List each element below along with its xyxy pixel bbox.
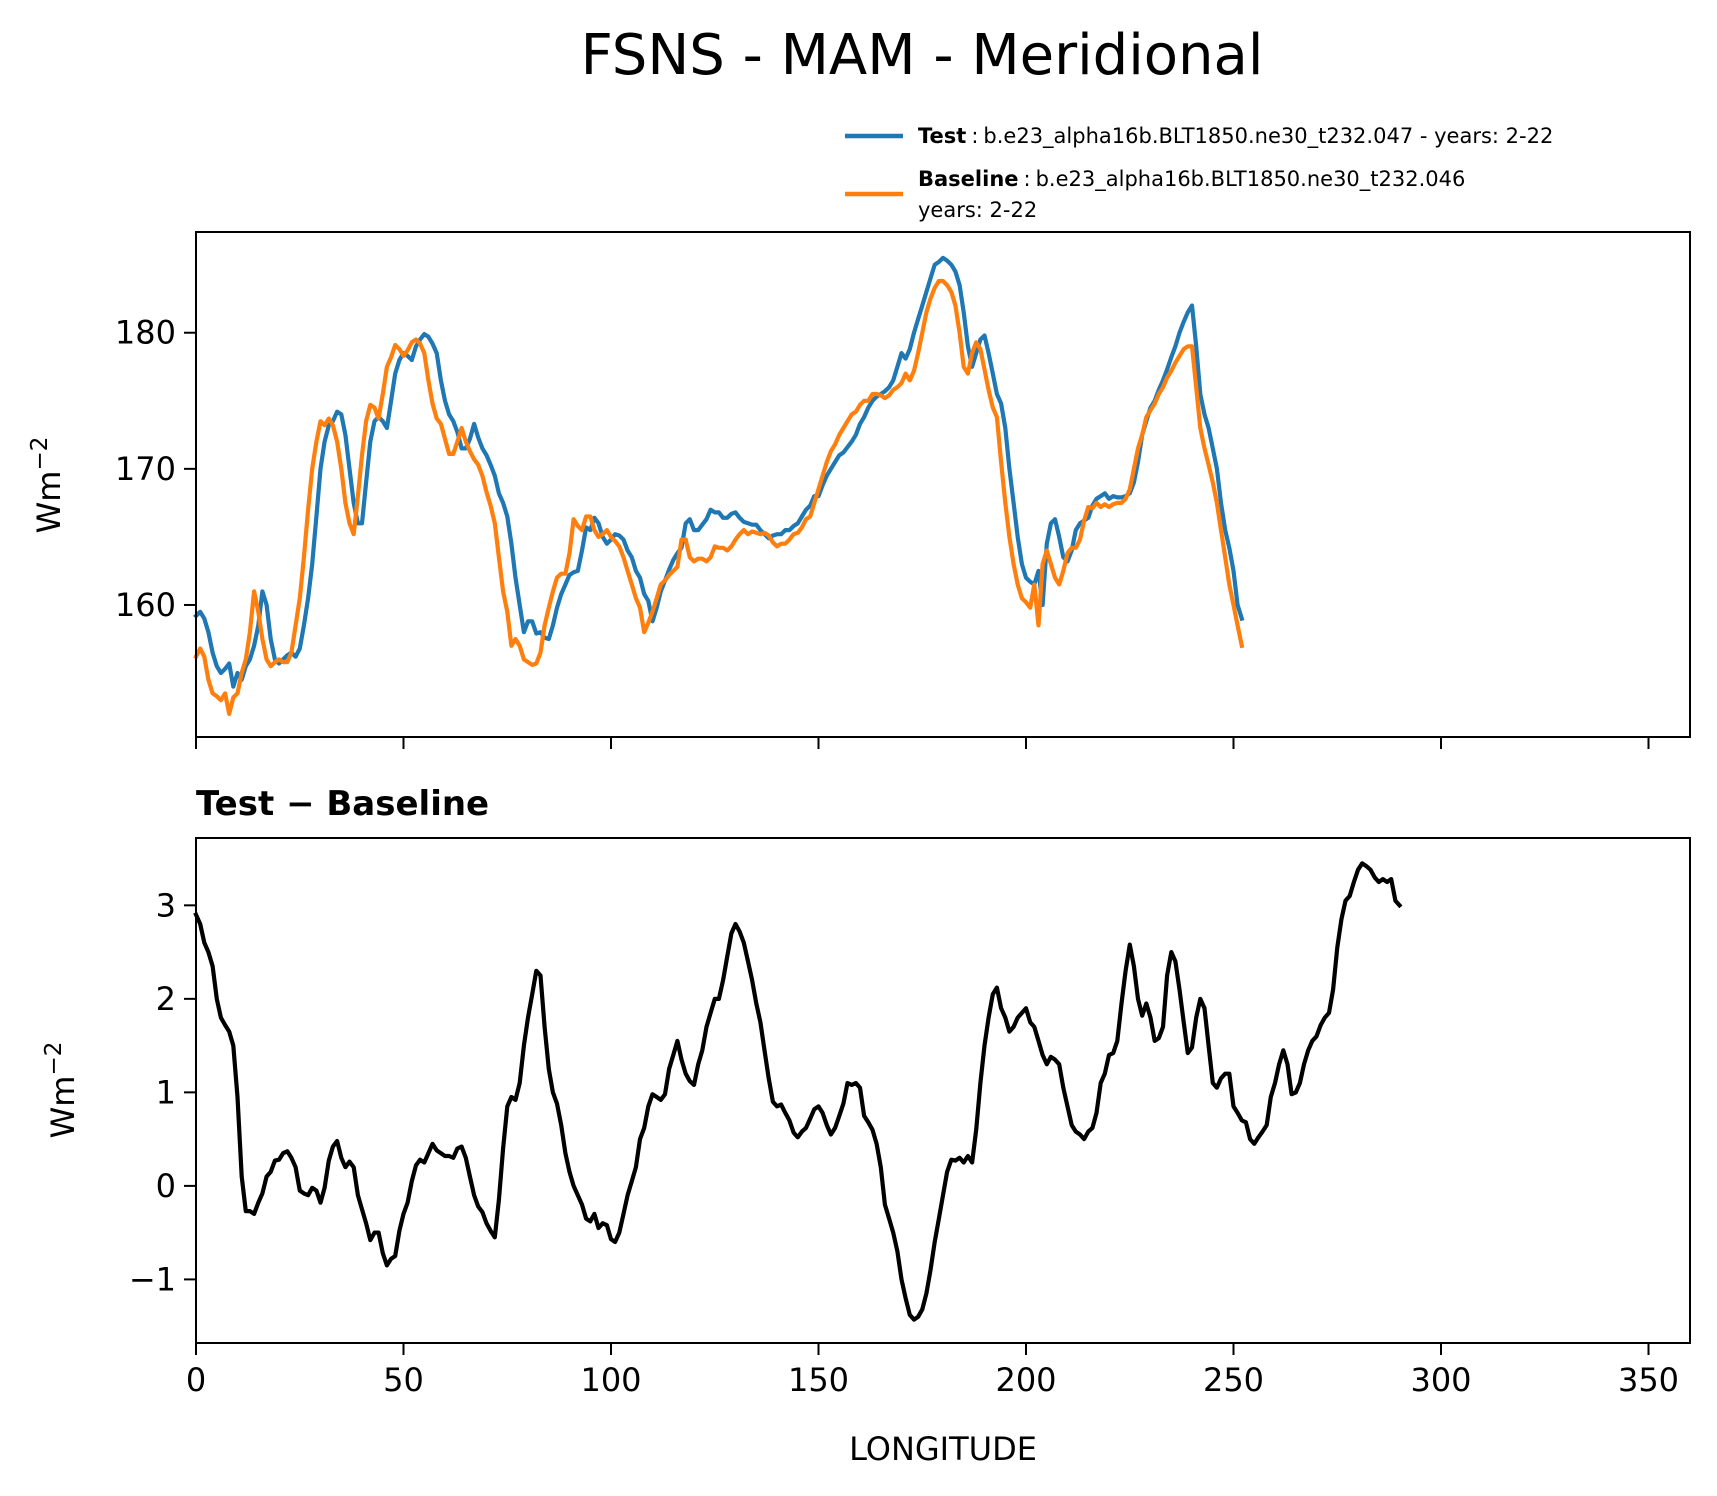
figure-title: FSNS - MAM - Meridional <box>581 23 1264 88</box>
top-series-line-test <box>193 255 1245 689</box>
bottom-xtick-label: 0 <box>186 1361 206 1399</box>
bottom-ytick-label: 2 <box>156 980 176 1018</box>
bottom-series-line-difference <box>193 861 1403 1322</box>
top-panel: 160 170 180 Wm−2 <box>27 231 1691 749</box>
bottom-ytick-label: 3 <box>156 886 176 924</box>
bottom-ylabel-text: Wm <box>44 1076 82 1139</box>
bottom-xtick-label: 350 <box>1618 1361 1679 1399</box>
legend-test-entry: Test: b.e23_alpha16b.BLT1850.ne30_t232.04… <box>918 124 1553 149</box>
top-ylabel-sup: −2 <box>27 437 53 471</box>
bottom-ytick-label: −1 <box>129 1260 176 1298</box>
top-series-line-baseline <box>193 278 1245 716</box>
top-axes-frame <box>195 231 1691 738</box>
legend: Test: b.e23_alpha16b.BLT1850.ne30_t232.04… <box>845 124 1553 222</box>
bottom-ylabel: Wm−2 <box>41 1042 82 1139</box>
bottom-axes-frame <box>195 837 1691 1344</box>
top-ylabel: Wm−2 <box>27 437 68 534</box>
x-axis-label: LONGITUDE <box>849 1430 1037 1468</box>
top-ytick-label: 180 <box>115 314 176 352</box>
legend-test-name: Test <box>918 124 966 148</box>
bottom-series-layer <box>193 861 1403 1322</box>
bottom-xtick-label: 50 <box>383 1361 424 1399</box>
legend-test-sep: : <box>971 124 978 148</box>
legend-baseline-sep: : <box>1024 167 1031 191</box>
bottom-xtick-label: 100 <box>580 1361 641 1399</box>
top-axes-layer: 160 170 180 <box>115 314 1650 749</box>
bottom-panel: Test − Baseline 0 50 100 150 200 250 300 350−10… <box>41 784 1691 1468</box>
top-series-layer <box>193 255 1245 716</box>
bottom-xtick-label: 250 <box>1203 1361 1264 1399</box>
top-ytick-label: 170 <box>115 450 176 488</box>
legend-test-text: b.e23_alpha16b.BLT1850.ne30_t232.047 - y… <box>983 124 1553 149</box>
bottom-ytick-label: 1 <box>156 1073 176 1111</box>
legend-baseline-name: Baseline <box>918 167 1019 191</box>
top-ytick-label: 160 <box>115 586 176 624</box>
bottom-xtick-label: 300 <box>1410 1361 1471 1399</box>
bottom-xtick-label: 200 <box>995 1361 1056 1399</box>
legend-baseline-entry: Baseline: b.e23_alpha16b.BLT1850.ne30_t23… <box>918 167 1465 192</box>
legend-baseline-years: years: 2-22 <box>918 198 1037 222</box>
top-ylabel-text: Wm <box>30 471 68 534</box>
bottom-axes-layer: 0 50 100 150 200 250 300 350 −1 0 1 2 3 <box>129 886 1679 1399</box>
legend-baseline-text: b.e23_alpha16b.BLT1850.ne30_t232.046 <box>1036 167 1466 192</box>
bottom-ylabel-sup: −2 <box>41 1042 67 1076</box>
bottom-panel-title: Test − Baseline <box>196 784 489 824</box>
bottom-xtick-label: 150 <box>788 1361 849 1399</box>
bottom-ytick-label: 0 <box>156 1167 176 1205</box>
